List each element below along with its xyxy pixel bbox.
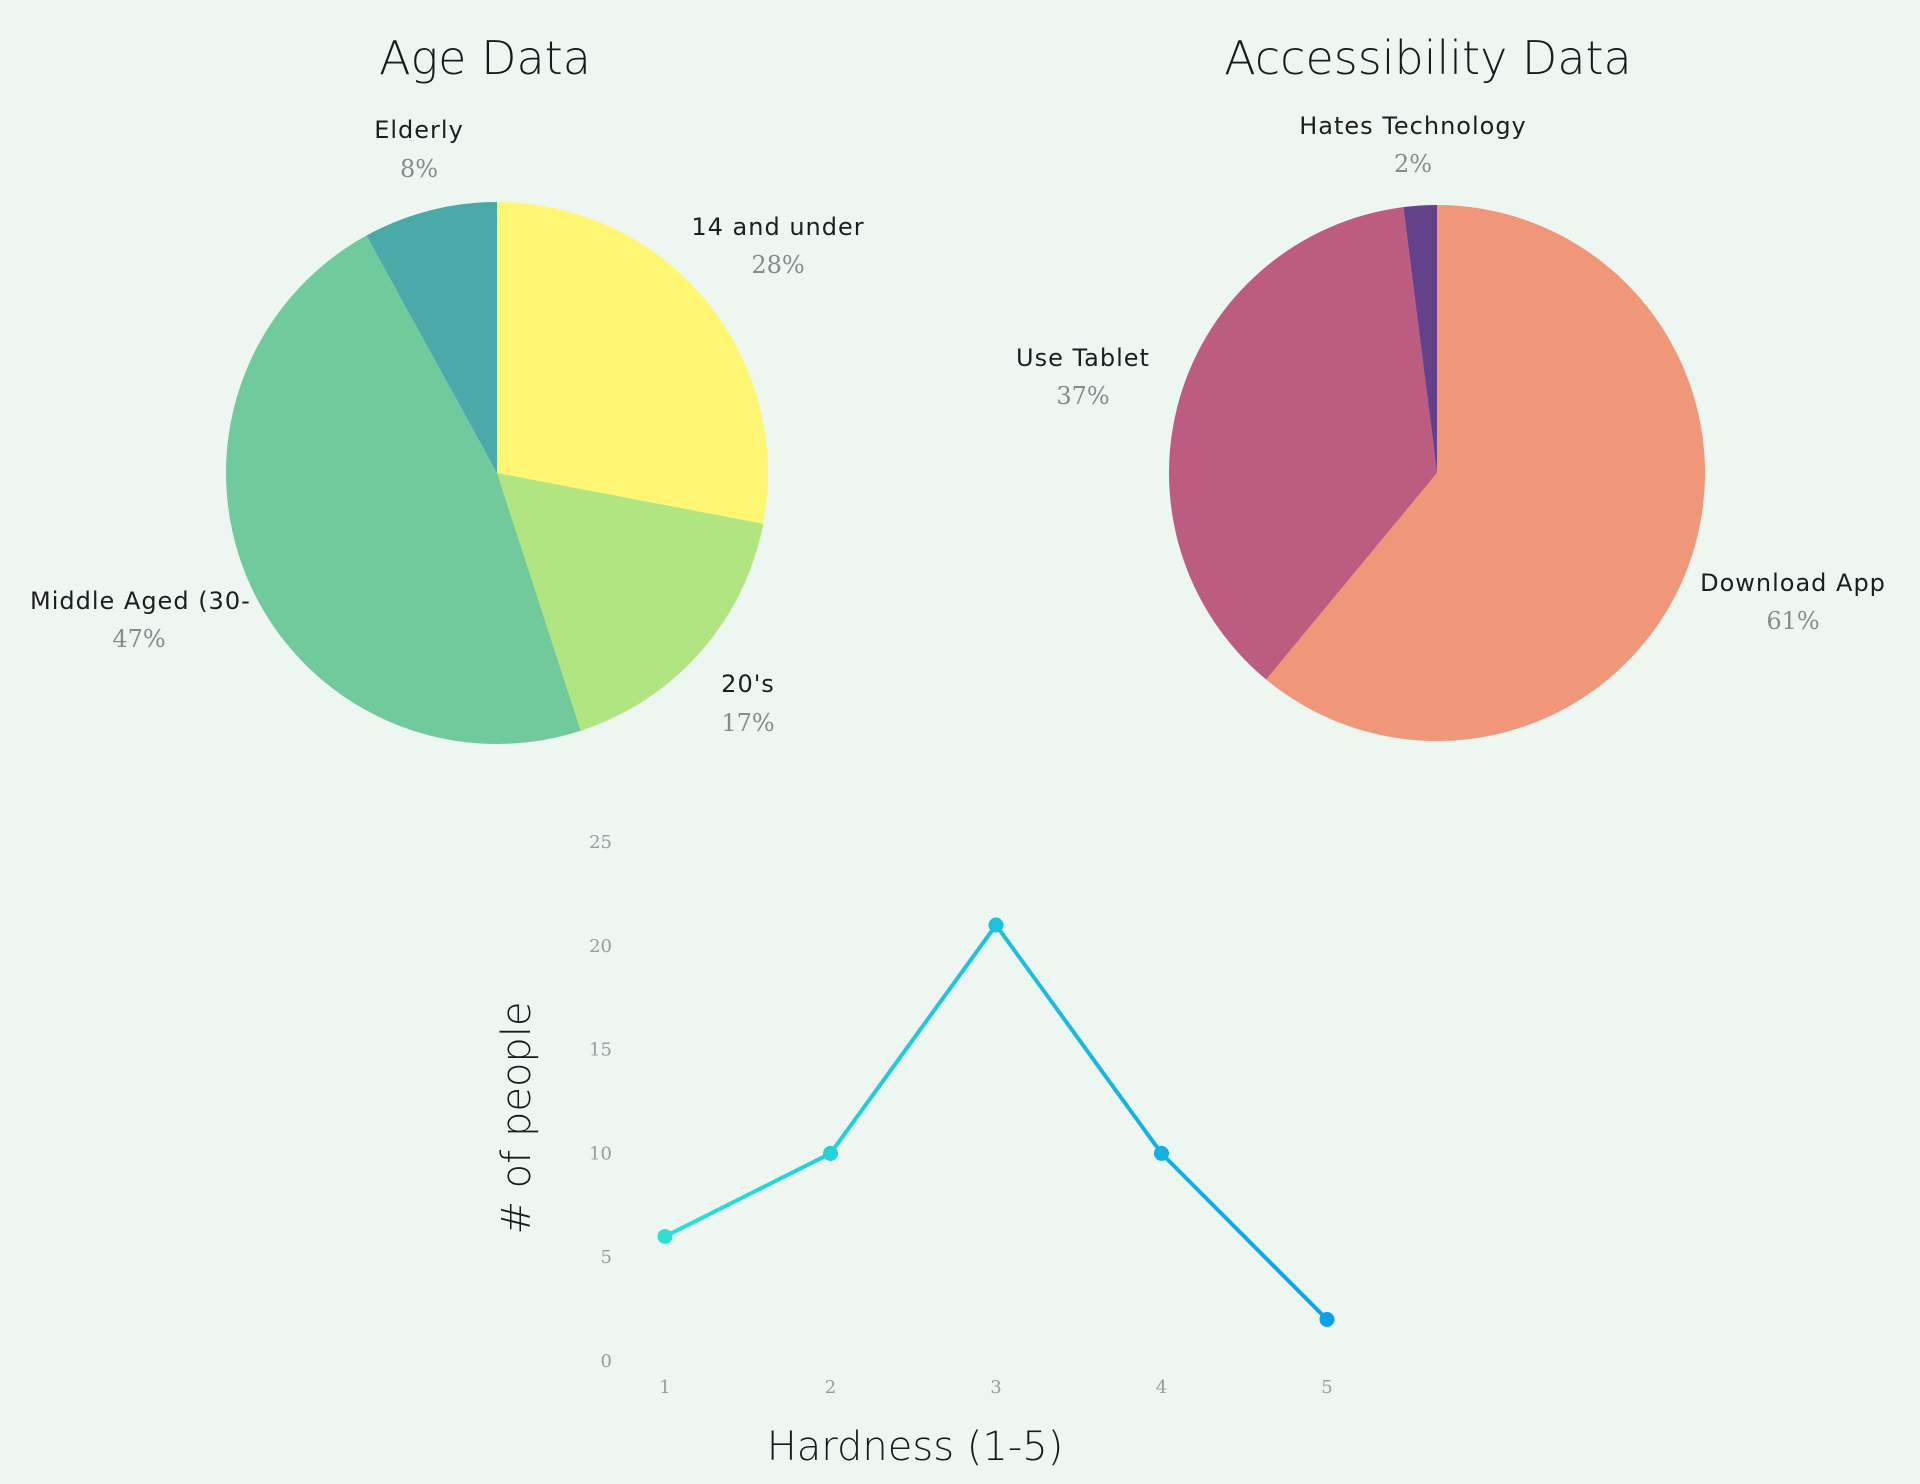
age-pie-slices <box>225 202 769 745</box>
accessibility-slice-use-tablet[interactable] <box>1169 207 1437 680</box>
y-tick-label: 25 <box>589 832 612 853</box>
slice-label-download-app: Download App <box>1700 569 1886 597</box>
series-points <box>657 917 1335 1327</box>
age-slice-14-and-under[interactable] <box>497 202 769 524</box>
x-axis-title: Hardness (1-5) <box>767 1424 1064 1470</box>
data-point[interactable] <box>1319 1311 1335 1327</box>
slice-pct-use-tablet: 37% <box>1056 382 1109 410</box>
x-axis-ticks: 1 2 3 4 5 <box>659 1377 1332 1398</box>
data-point[interactable] <box>823 1145 838 1161</box>
slice-pct-middle-aged: 47% <box>112 625 165 653</box>
slice-label-20s: 20's <box>721 670 775 698</box>
data-point[interactable] <box>1154 1145 1169 1161</box>
slice-label-14-and-under: 14 and under <box>691 213 864 241</box>
x-tick-label: 5 <box>1321 1377 1332 1398</box>
slice-pct-14-and-under: 28% <box>751 251 804 279</box>
accessibility-slice-download-app[interactable] <box>1266 205 1706 741</box>
slice-pct-download-app: 61% <box>1766 607 1819 635</box>
y-tick-label: 20 <box>589 936 612 957</box>
slice-pct-20s: 17% <box>721 709 774 737</box>
accessibility-chart-title: Accessibility Data <box>1224 31 1632 85</box>
age-chart-title: Age Data <box>379 31 591 85</box>
x-tick-label: 1 <box>659 1377 670 1398</box>
slice-label-elderly: Elderly <box>374 116 464 144</box>
age-slice-20-s[interactable] <box>497 473 764 731</box>
age-slice-elderly[interactable] <box>366 202 497 473</box>
x-tick-label: 4 <box>1156 1377 1167 1398</box>
accessibility-slice-hates-technology[interactable] <box>1403 205 1437 473</box>
age-pie-chart: Age Data 14 and under 28% 20's 17% Middl… <box>30 31 864 745</box>
series-line <box>664 923 1329 1321</box>
accessibility-pie-slices <box>1169 205 1706 741</box>
data-point[interactable] <box>657 1228 673 1244</box>
slice-label-use-tablet: Use Tablet <box>1016 344 1150 372</box>
slice-pct-elderly: 8% <box>400 155 438 183</box>
y-axis-ticks: 0 5 10 15 20 25 <box>589 832 612 1372</box>
y-tick-label: 15 <box>589 1040 612 1061</box>
accessibility-pie-labels: Download App 61% Use Tablet 37% Hates Te… <box>1016 112 1886 635</box>
y-tick-label: 10 <box>589 1143 612 1164</box>
x-tick-label: 2 <box>825 1377 836 1398</box>
age-slice-middle-aged-30[interactable] <box>225 235 581 745</box>
slice-label-hates-technology: Hates Technology <box>1299 112 1527 140</box>
slice-label-middle-aged: Middle Aged (30- <box>30 587 251 615</box>
y-tick-label: 0 <box>601 1351 612 1372</box>
slice-pct-hates-technology: 2% <box>1394 150 1432 178</box>
accessibility-pie-chart: Accessibility Data Download App 61% Use … <box>1016 31 1886 741</box>
hardness-line-chart: 0 5 10 15 20 25 1 2 3 4 5 Hardness (1-5) # of peo… <box>494 832 1335 1470</box>
y-tick-label: 5 <box>601 1247 612 1268</box>
age-pie-labels: 14 and under 28% 20's 17% Middle Aged (3… <box>30 116 864 737</box>
x-tick-label: 3 <box>990 1377 1001 1398</box>
y-axis-title: # of people <box>494 1001 540 1234</box>
data-point[interactable] <box>988 917 1004 933</box>
